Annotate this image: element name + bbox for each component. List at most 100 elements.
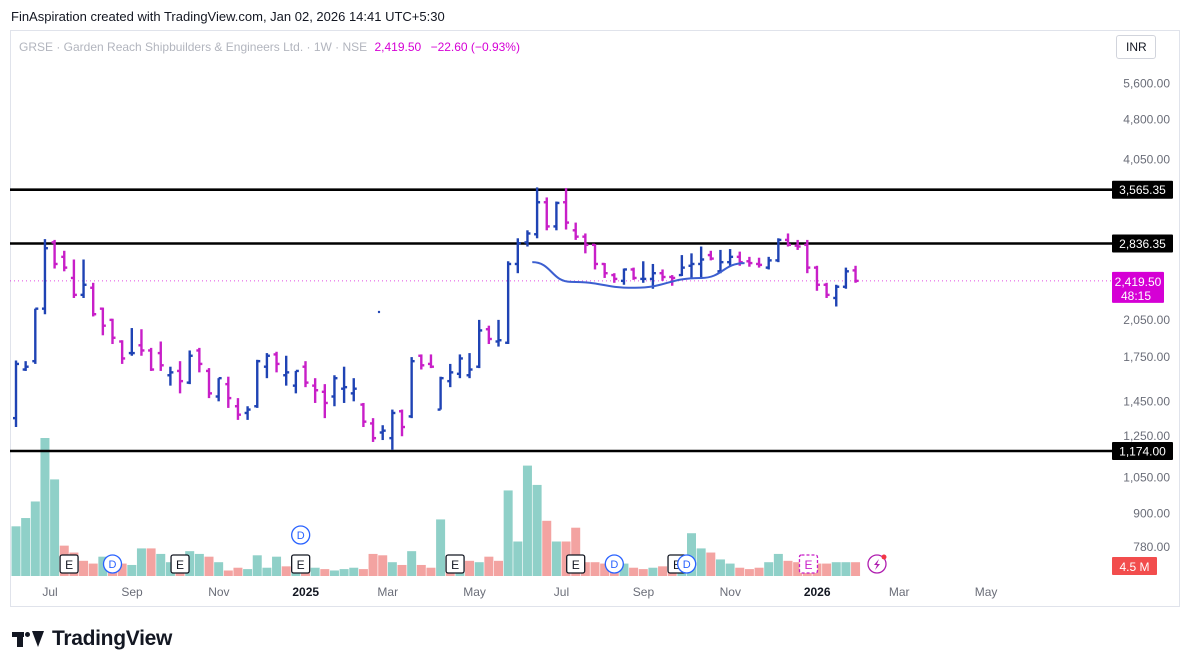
symbol-header: GRSE · Garden Reach Shipbuilders & Engin… xyxy=(19,40,520,54)
time-axis-tick: Jul xyxy=(42,585,57,599)
volume-bar xyxy=(522,465,532,576)
volume-bar xyxy=(687,533,696,576)
last-price: 2,419.50 xyxy=(374,40,422,54)
ohlc-bar xyxy=(177,361,184,394)
volume-bar xyxy=(764,562,774,576)
dividend-marker[interactable] xyxy=(677,554,697,574)
volume-bar xyxy=(204,556,214,576)
time-axis-tick: May xyxy=(463,585,486,599)
tradingview-logo-icon xyxy=(12,629,46,649)
ohlc-bar xyxy=(456,354,463,379)
volume-bar xyxy=(339,569,349,576)
volume-bar xyxy=(474,562,484,576)
ohlc-bar xyxy=(514,238,521,274)
volume-bar xyxy=(725,563,735,576)
ohlc-bar xyxy=(234,398,241,420)
volume-bar xyxy=(532,484,542,576)
ohlc-bar xyxy=(582,233,589,254)
ohlc-bar xyxy=(312,378,319,403)
level-price-label: 2,836.35 xyxy=(1119,237,1166,251)
time-axis-tick: May xyxy=(975,585,998,599)
ohlc-bar xyxy=(41,239,48,315)
time-axis-tick: Mar xyxy=(889,585,910,599)
dividend-marker-label: D xyxy=(109,559,117,571)
dividend-marker[interactable] xyxy=(102,554,123,574)
volume-bar xyxy=(88,563,98,576)
horizontal-levels[interactable]: 3,565.35 2,836.35 1,174.00 xyxy=(10,180,1173,460)
volume-bar xyxy=(822,563,832,576)
ohlc-bar xyxy=(563,188,570,230)
price-axis[interactable]: 5,600.00 4,800.00 4,050.00 2,050.00 1,750.00… xyxy=(1112,76,1170,575)
time-axis-tick: 2025 xyxy=(292,585,319,599)
time-axis[interactable]: Jul Sep Nov 2025 Mar May Jul Sep Nov 2026 Mar May xyxy=(42,585,997,599)
volume-bar xyxy=(571,527,581,576)
ohlc-bar xyxy=(283,355,290,386)
currency-button[interactable]: INR xyxy=(1116,35,1156,59)
ohlc-bar xyxy=(437,376,444,411)
curve-line[interactable] xyxy=(532,261,745,289)
dividend-marker[interactable] xyxy=(291,525,311,545)
ohlc-bar xyxy=(331,375,338,407)
rounding-curve[interactable] xyxy=(532,261,745,289)
volume-bar xyxy=(252,555,262,576)
upcoming-earnings-marker[interactable] xyxy=(798,554,819,574)
ohlc-bar xyxy=(649,263,656,289)
ohlc-bar xyxy=(852,265,859,283)
symbol-description: GRSE · Garden Reach Shipbuilders & Engin… xyxy=(19,40,368,54)
time-axis-tick: Sep xyxy=(121,585,143,599)
volume-bar xyxy=(50,479,60,576)
dividend-marker-label: D xyxy=(610,559,618,571)
volume-bar xyxy=(793,562,803,576)
volume-bar xyxy=(831,562,841,576)
price-axis-tick: 4,800.00 xyxy=(1123,113,1170,127)
earnings-marker[interactable] xyxy=(445,554,465,574)
price-bars xyxy=(13,187,859,450)
volume-bar xyxy=(484,556,494,576)
volume-bar xyxy=(358,569,368,576)
ohlc-bar xyxy=(32,307,39,364)
ohlc-bar xyxy=(22,361,29,371)
earnings-marker[interactable] xyxy=(566,554,586,574)
volume-bar xyxy=(436,519,446,576)
volume-bar xyxy=(841,562,851,576)
ohlc-bar xyxy=(408,357,415,419)
ohlc-bar xyxy=(61,250,68,272)
earnings-marker[interactable] xyxy=(170,554,190,574)
tradingview-logo[interactable]: TradingView xyxy=(12,624,172,654)
ohlc-bar xyxy=(466,353,473,379)
ohlc-bar xyxy=(167,366,174,386)
level-price-tag xyxy=(1112,442,1173,460)
ohlc-bar xyxy=(688,253,695,279)
ohlc-bar xyxy=(254,359,261,408)
earnings-marker[interactable] xyxy=(291,554,311,574)
dividend-marker[interactable] xyxy=(604,554,624,574)
ohlc-bar xyxy=(263,353,270,379)
ohlc-bar xyxy=(225,376,232,408)
earnings-marker-label: E xyxy=(297,558,305,572)
time-axis-tick: Nov xyxy=(720,585,741,599)
ohlc-bar xyxy=(534,187,541,239)
volume-bar xyxy=(706,552,716,576)
time-axis-tick: Jul xyxy=(554,585,569,599)
ohlc-bar xyxy=(756,257,763,268)
volume-bar xyxy=(851,562,861,576)
volume-bar xyxy=(619,563,629,576)
level-price-tag xyxy=(1112,180,1173,199)
ohlc-bar xyxy=(196,347,203,373)
time-axis-tick: Mar xyxy=(377,585,398,599)
last-price-badge-price: 2,419.50 xyxy=(1115,275,1162,289)
volume-bar xyxy=(416,564,426,576)
upcoming-earnings-marker-label: E xyxy=(804,558,812,572)
dividend-marker-label: D xyxy=(683,559,691,571)
volume-bar xyxy=(136,548,146,576)
volume-bar xyxy=(648,567,658,576)
price-axis-tick: 780.00 xyxy=(1133,540,1170,554)
volume-bar xyxy=(262,567,272,576)
volume-bar xyxy=(658,566,668,576)
ohlc-bar xyxy=(109,318,116,345)
ohlc-bar xyxy=(99,307,106,336)
ohlc-bar xyxy=(794,239,801,250)
earnings-marker[interactable] xyxy=(59,554,79,574)
